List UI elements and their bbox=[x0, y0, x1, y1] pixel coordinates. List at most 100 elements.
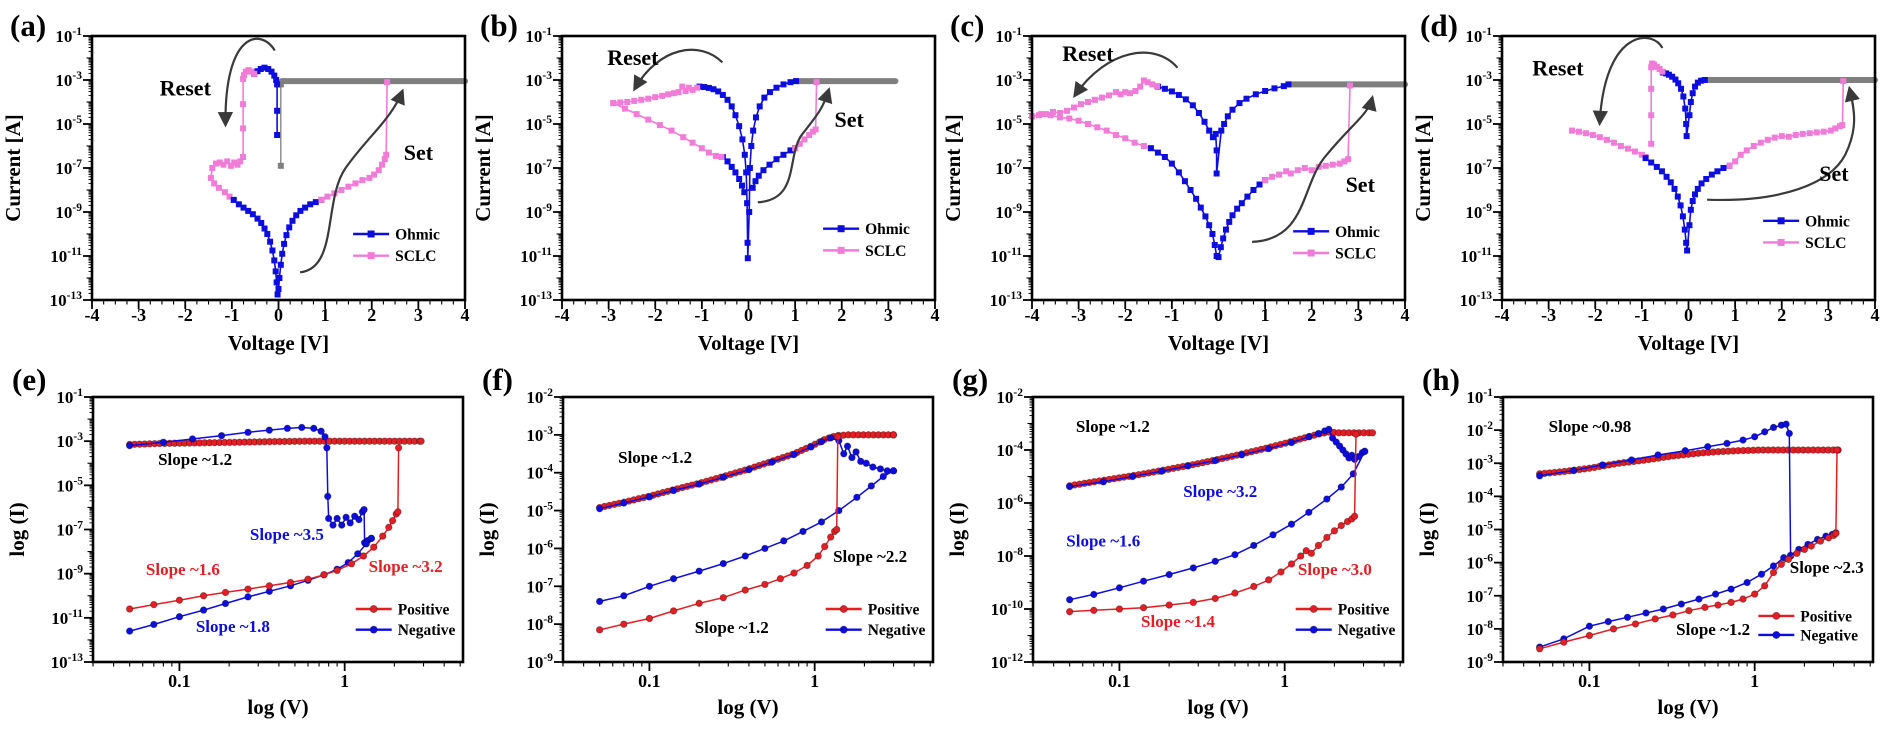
svg-text:10-9: 10-9 bbox=[526, 652, 553, 672]
svg-text:1: 1 bbox=[321, 305, 330, 325]
svg-text:Negative: Negative bbox=[1338, 622, 1396, 639]
svg-text:Ohmic: Ohmic bbox=[395, 227, 440, 244]
svg-text:10-9: 10-9 bbox=[1465, 202, 1492, 222]
svg-text:(d): (d) bbox=[1420, 8, 1458, 43]
svg-text:Slope ~1.6: Slope ~1.6 bbox=[146, 560, 220, 579]
svg-text:0.1: 0.1 bbox=[1108, 671, 1131, 691]
svg-text:2: 2 bbox=[837, 305, 846, 325]
svg-text:10-4: 10-4 bbox=[996, 440, 1023, 460]
svg-text:SCLC: SCLC bbox=[1335, 246, 1376, 263]
svg-text:0.1: 0.1 bbox=[638, 671, 661, 691]
svg-text:10-1: 10-1 bbox=[1466, 387, 1493, 407]
svg-text:10-13: 10-13 bbox=[50, 290, 83, 310]
svg-text:log (V): log (V) bbox=[717, 695, 778, 719]
svg-text:(h): (h) bbox=[1422, 362, 1460, 397]
svg-text:10-5: 10-5 bbox=[56, 475, 83, 495]
svg-text:Set: Set bbox=[1819, 161, 1849, 186]
svg-text:10-2: 10-2 bbox=[526, 387, 553, 407]
svg-text:2: 2 bbox=[1307, 305, 1316, 325]
svg-text:log (V): log (V) bbox=[1187, 695, 1248, 719]
svg-text:10-5: 10-5 bbox=[525, 114, 552, 134]
svg-text:Slope ~2.2: Slope ~2.2 bbox=[833, 547, 907, 566]
svg-text:Slope ~1.2: Slope ~1.2 bbox=[618, 448, 692, 467]
svg-text:10-6: 10-6 bbox=[996, 493, 1023, 513]
svg-text:Reset: Reset bbox=[1532, 56, 1584, 81]
svg-text:10-13: 10-13 bbox=[51, 652, 84, 672]
svg-text:10-3: 10-3 bbox=[1465, 70, 1492, 90]
panel-a-chart: (a) Voltage [V] Current [A] -4 -3 -2 -1 0 1 2 3 4 10… bbox=[1, 8, 470, 355]
svg-text:SCLC: SCLC bbox=[1805, 235, 1846, 252]
svg-text:Reset: Reset bbox=[1062, 41, 1114, 66]
svg-text:0: 0 bbox=[274, 305, 283, 325]
svg-text:0: 0 bbox=[744, 305, 753, 325]
svg-text:Slope ~1.8: Slope ~1.8 bbox=[196, 617, 270, 636]
svg-text:10-11: 10-11 bbox=[520, 246, 552, 266]
svg-text:Positive: Positive bbox=[868, 602, 920, 619]
svg-text:10-12: 10-12 bbox=[991, 652, 1024, 672]
svg-text:1: 1 bbox=[810, 671, 819, 691]
svg-text:1: 1 bbox=[340, 671, 349, 691]
svg-text:Voltage [V]: Voltage [V] bbox=[698, 331, 799, 355]
svg-text:Slope ~1.2: Slope ~1.2 bbox=[1076, 417, 1150, 436]
svg-text:10-7: 10-7 bbox=[1466, 586, 1493, 606]
svg-text:10-4: 10-4 bbox=[1466, 486, 1493, 506]
svg-text:Set: Set bbox=[835, 107, 865, 132]
svg-text:Voltage [V]: Voltage [V] bbox=[228, 331, 329, 355]
svg-text:4: 4 bbox=[931, 305, 940, 325]
panel-b-chart: (b) Voltage [V] Current [A] -4 -3 -2 -1 0 1 2 3 4 10… bbox=[471, 8, 940, 355]
svg-text:10-3: 10-3 bbox=[55, 70, 82, 90]
svg-text:10-8: 10-8 bbox=[526, 614, 553, 634]
svg-text:Voltage [V]: Voltage [V] bbox=[1168, 331, 1269, 355]
svg-text:Slope ~0.98: Slope ~0.98 bbox=[1549, 417, 1632, 436]
svg-text:(f): (f) bbox=[482, 362, 513, 397]
svg-text:10-6: 10-6 bbox=[526, 538, 553, 558]
panel-g-chart: (g) log (V) log (I) 0.1 1 10-12 10-10 10-8 10-6 1… bbox=[945, 362, 1405, 719]
svg-text:Slope ~1.2: Slope ~1.2 bbox=[158, 450, 232, 469]
svg-text:0.1: 0.1 bbox=[1578, 671, 1601, 691]
svg-text:Voltage [V]: Voltage [V] bbox=[1638, 331, 1739, 355]
svg-text:10-2: 10-2 bbox=[1466, 420, 1493, 440]
svg-text:Slope ~2.3: Slope ~2.3 bbox=[1790, 558, 1864, 577]
svg-text:10-11: 10-11 bbox=[50, 246, 82, 266]
svg-text:10-3: 10-3 bbox=[1466, 453, 1493, 473]
svg-text:Set: Set bbox=[1346, 172, 1376, 197]
svg-text:10-8: 10-8 bbox=[1466, 619, 1493, 639]
svg-text:Reset: Reset bbox=[607, 45, 659, 70]
svg-text:10-3: 10-3 bbox=[995, 70, 1022, 90]
svg-text:10-9: 10-9 bbox=[55, 202, 82, 222]
svg-text:10-9: 10-9 bbox=[56, 564, 83, 584]
svg-text:Slope ~3.5: Slope ~3.5 bbox=[250, 525, 324, 544]
svg-text:Slope ~1.4: Slope ~1.4 bbox=[1141, 612, 1216, 631]
svg-text:10-7: 10-7 bbox=[56, 520, 83, 540]
svg-text:Slope ~1.2: Slope ~1.2 bbox=[695, 618, 769, 637]
top-row: (a) Voltage [V] Current [A] -4 -3 -2 -1 0 1 2 3 4 10… bbox=[0, 0, 1880, 360]
svg-text:Current [A]: Current [A] bbox=[471, 114, 495, 222]
svg-text:-1: -1 bbox=[224, 305, 239, 325]
svg-text:10-11: 10-11 bbox=[51, 608, 83, 628]
svg-text:log (V): log (V) bbox=[1657, 695, 1718, 719]
svg-text:-1: -1 bbox=[1164, 305, 1179, 325]
svg-text:10-13: 10-13 bbox=[1460, 290, 1493, 310]
panel-f-chart: (f) log (V) log (I) 0.1 1 10-9 10-8 10-7 10-6 10-… bbox=[475, 362, 935, 719]
svg-text:SCLC: SCLC bbox=[395, 248, 436, 265]
svg-text:10-5: 10-5 bbox=[55, 114, 82, 134]
svg-text:Current [A]: Current [A] bbox=[1411, 114, 1435, 222]
panel-d-chart: (d) Voltage [V] Current [A] -4 -3 -2 -1 0 1 2 3 4 10… bbox=[1411, 8, 1880, 355]
svg-text:-4: -4 bbox=[85, 305, 100, 325]
svg-text:10-1: 10-1 bbox=[525, 26, 552, 46]
svg-text:10-3: 10-3 bbox=[525, 70, 552, 90]
svg-text:10-9: 10-9 bbox=[1466, 652, 1493, 672]
svg-text:10-3: 10-3 bbox=[56, 431, 83, 451]
svg-text:0: 0 bbox=[1684, 305, 1693, 325]
svg-text:-3: -3 bbox=[1071, 305, 1086, 325]
svg-text:Negative: Negative bbox=[1800, 627, 1858, 644]
svg-text:-4: -4 bbox=[1025, 305, 1040, 325]
panel-h-chart: (h) log (V) log (I) 0.1 1 10-9 10-8 10-7 10-6 10-… bbox=[1415, 362, 1875, 719]
svg-text:10-7: 10-7 bbox=[526, 576, 553, 596]
svg-text:1: 1 bbox=[1731, 305, 1740, 325]
svg-text:10-7: 10-7 bbox=[1465, 158, 1492, 178]
svg-text:1: 1 bbox=[1750, 671, 1759, 691]
svg-text:-2: -2 bbox=[1118, 305, 1133, 325]
svg-text:10-8: 10-8 bbox=[996, 546, 1023, 566]
